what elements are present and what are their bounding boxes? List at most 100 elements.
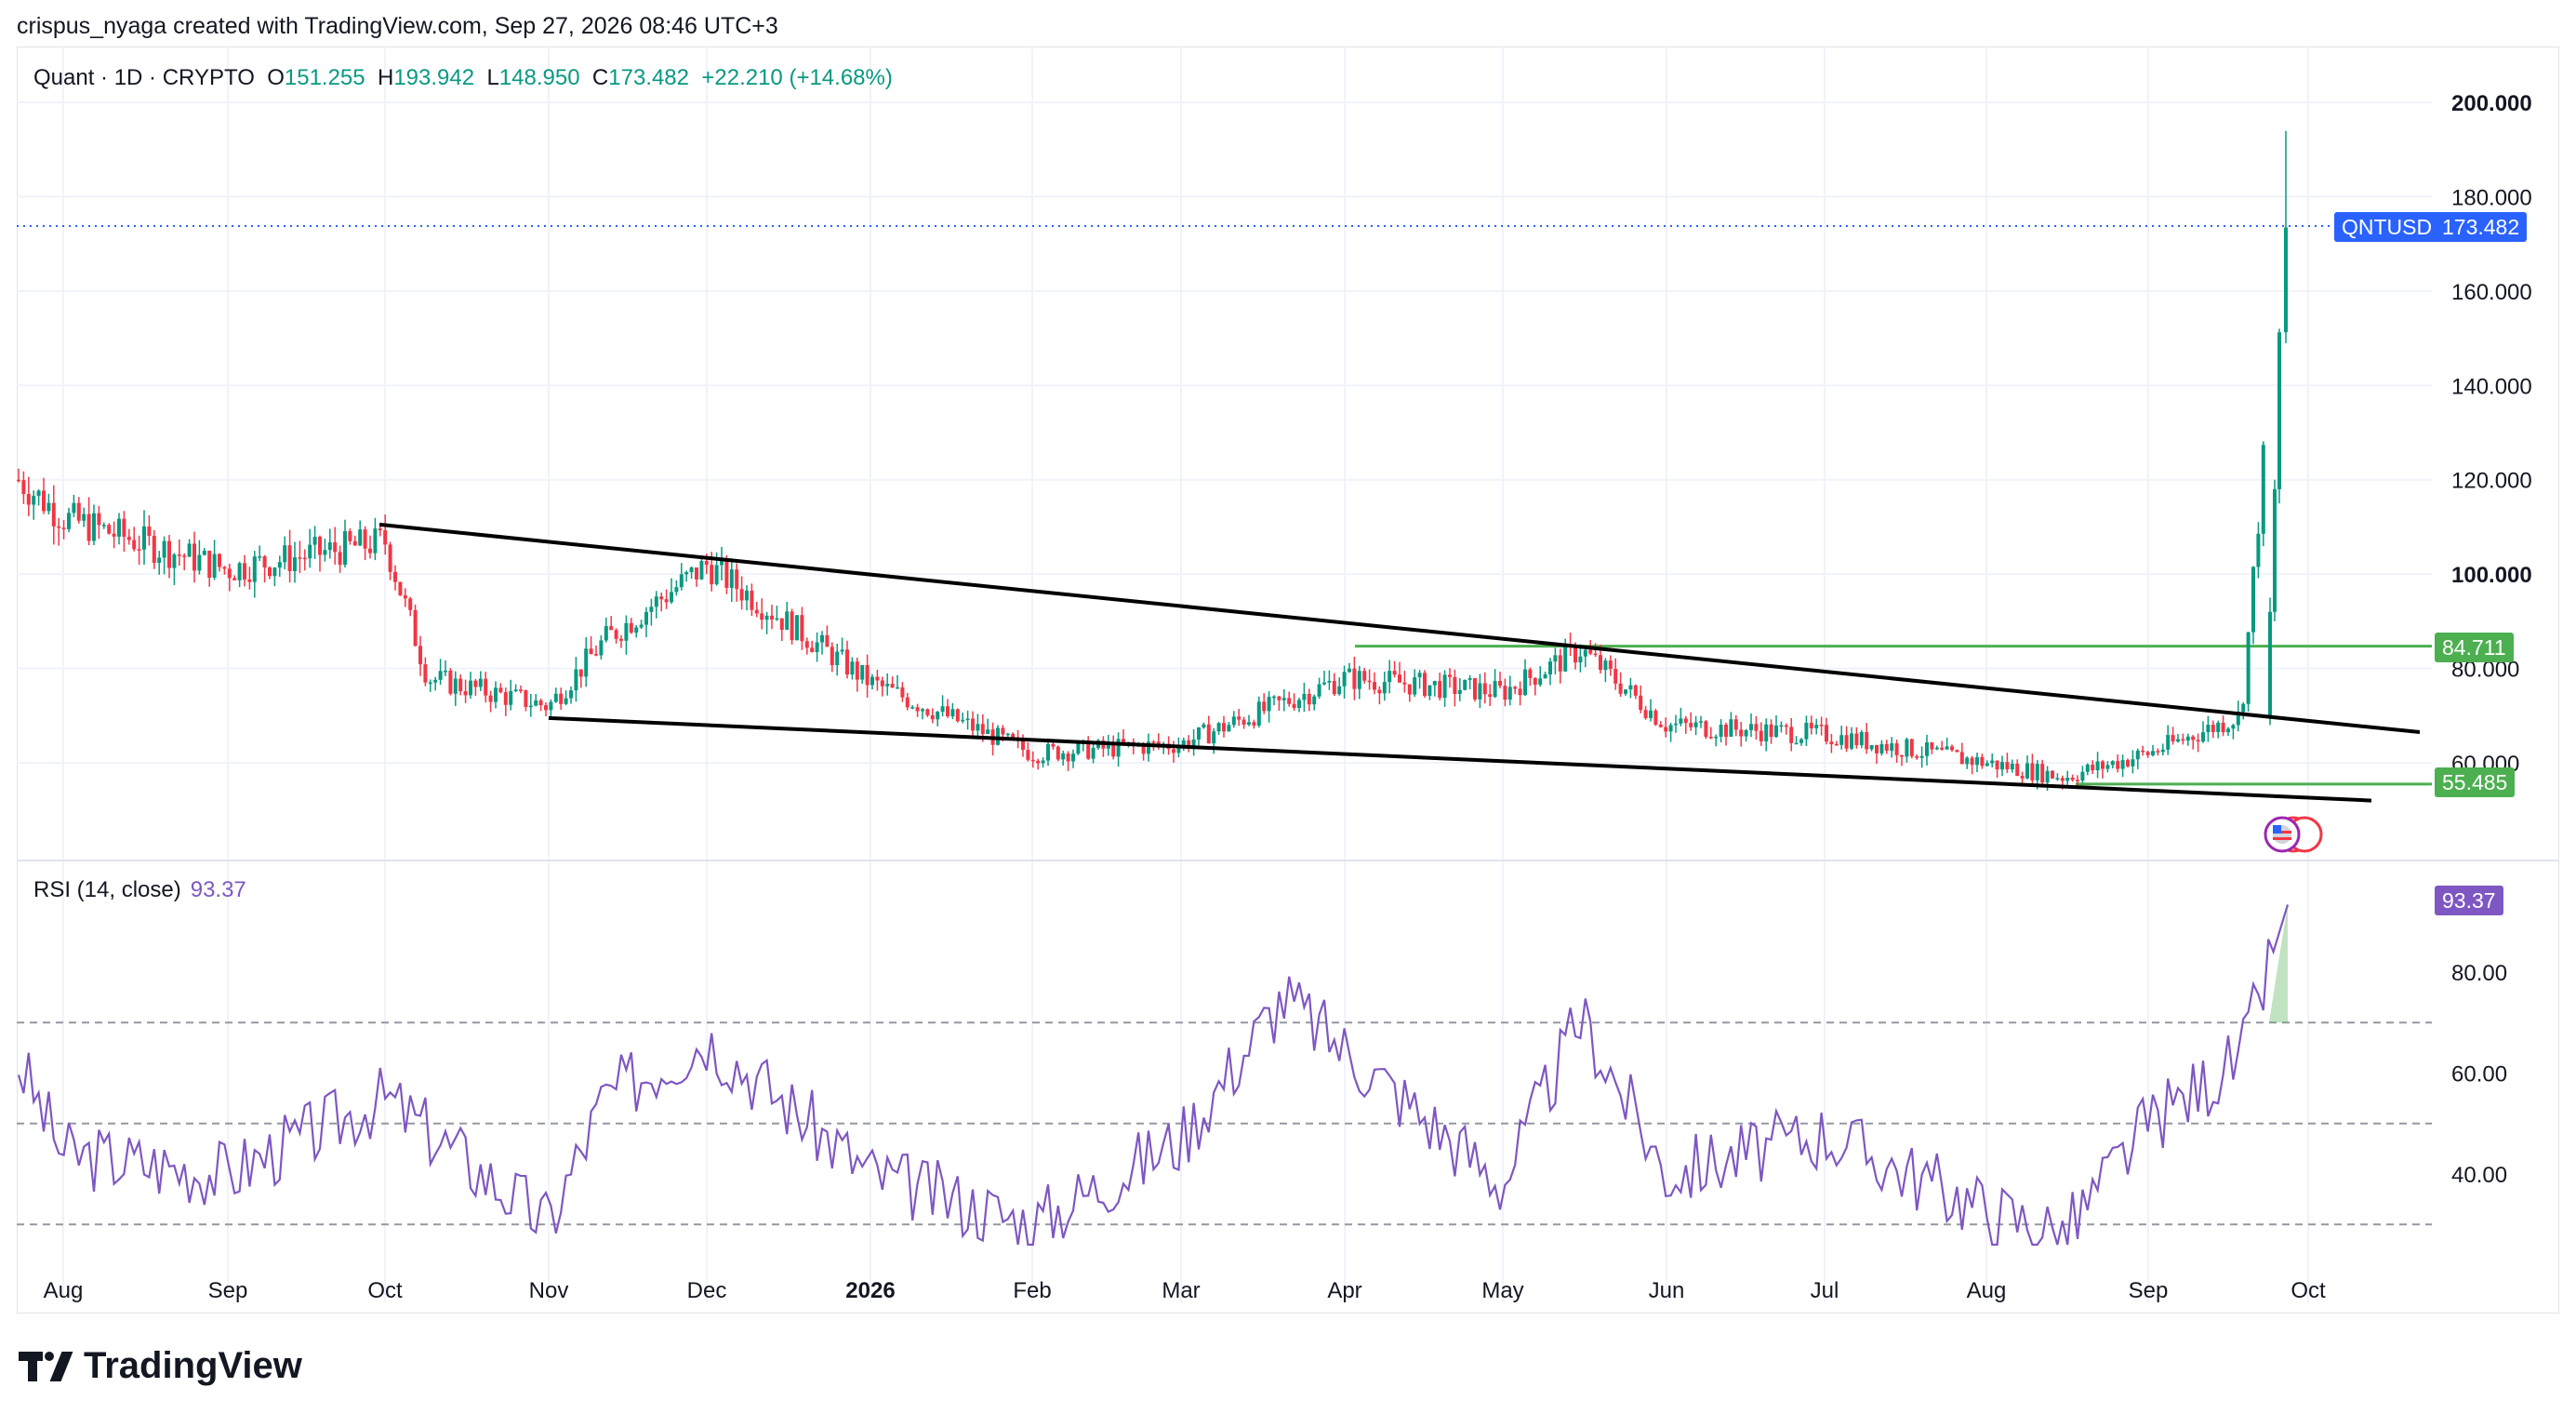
candle-body — [1664, 727, 1668, 732]
level-badge-lower: 55.485 — [2435, 767, 2516, 797]
candle-body — [448, 670, 453, 694]
candle-body — [695, 567, 698, 580]
candle-body — [1724, 725, 1728, 738]
candle-body — [1272, 696, 1276, 699]
candle-body — [398, 581, 403, 595]
tradingview-logo[interactable]: TradingView — [19, 1345, 302, 1387]
candle-body — [1854, 733, 1859, 746]
candle-body — [383, 530, 388, 545]
candle-body — [1438, 681, 1442, 699]
candle-body — [2126, 760, 2130, 767]
event-marker-icon[interactable] — [2264, 816, 2323, 853]
candle-body — [202, 551, 206, 555]
candle-body — [2176, 739, 2180, 742]
candle-body — [830, 647, 834, 665]
candle-body — [2246, 632, 2251, 704]
candle-body — [1789, 727, 1794, 743]
candle-body — [980, 724, 985, 735]
candle-body — [107, 525, 112, 534]
candle-body — [1026, 750, 1030, 760]
candle-body — [167, 540, 171, 568]
chart-frame — [17, 47, 2559, 1314]
candle-body — [117, 518, 121, 537]
candle-body — [1975, 756, 1979, 766]
candle-body — [2095, 761, 2100, 770]
candle-body — [1116, 739, 1121, 757]
candle-body — [1342, 672, 1347, 687]
candle-body — [1457, 689, 1462, 694]
last-price-badge: 173.482 — [2435, 212, 2528, 242]
candle-body — [946, 706, 949, 717]
candle-body — [1287, 698, 1292, 704]
tradingview-logo-icon — [19, 1351, 73, 1381]
candle-body — [478, 678, 483, 687]
candle-body — [298, 557, 302, 559]
candle-body — [804, 641, 809, 648]
candle-body — [534, 700, 538, 706]
candle-body — [915, 707, 920, 712]
candle-body — [2221, 722, 2225, 733]
candle-body — [503, 692, 508, 705]
candle-body — [1814, 725, 1819, 728]
candle-body — [182, 555, 187, 557]
candle-body — [850, 661, 855, 675]
candle-body — [1593, 653, 1598, 656]
candle-body — [312, 537, 317, 545]
candle-body — [1417, 673, 1422, 678]
candle-body — [272, 567, 277, 577]
candle-body — [162, 540, 166, 558]
candle-body — [1322, 682, 1326, 685]
candle-body — [237, 563, 242, 580]
candle-body — [1086, 740, 1091, 759]
candle-body — [2091, 764, 2095, 770]
candle-body — [1488, 694, 1493, 698]
candle-body — [1262, 701, 1267, 712]
rsi-label[interactable]: RSI (14, close) — [33, 877, 181, 902]
candle-body — [222, 567, 227, 569]
candle-body — [101, 525, 106, 527]
time-tick-label: Jun — [1649, 1278, 1685, 1303]
candle-body — [790, 611, 794, 641]
candle-body — [51, 502, 56, 527]
candle-body — [2141, 750, 2145, 753]
candle-body — [2231, 725, 2236, 729]
candle-body — [458, 678, 463, 692]
candle-body — [1377, 689, 1382, 694]
candle-body — [1573, 646, 1577, 663]
level-badge-upper: 84.711 — [2435, 633, 2514, 662]
candle-body — [1281, 698, 1286, 700]
price-tick-label: 120.000 — [2451, 469, 2532, 494]
candle-body — [61, 527, 66, 529]
candle-body — [132, 540, 137, 550]
candle-body — [1141, 745, 1146, 754]
candle-body — [1583, 649, 1587, 657]
candle-body — [2145, 752, 2150, 755]
symbol-name[interactable]: Quant · 1D · CRYPTO — [33, 65, 255, 90]
candle-body — [1187, 740, 1191, 748]
candle-body — [1463, 679, 1467, 690]
candle-body — [779, 618, 784, 630]
time-tick-label: Oct — [367, 1278, 403, 1303]
rsi-overbought-fill — [2269, 904, 2288, 1023]
candle-body — [2261, 445, 2265, 534]
candle-body — [1473, 678, 1477, 700]
candle-body — [1307, 693, 1311, 705]
candle-body — [2040, 764, 2045, 783]
candle-body — [664, 599, 669, 603]
candle-body — [589, 648, 593, 655]
price-tick-label: 100.000 — [2451, 563, 2532, 588]
candle-body — [910, 707, 915, 709]
candle-body — [283, 545, 287, 563]
candle-body — [1005, 733, 1010, 736]
candle-body — [1733, 719, 1738, 730]
candle-body — [2110, 761, 2115, 766]
candle-body — [2051, 770, 2054, 779]
candle-body — [639, 624, 644, 628]
candle-body — [1021, 740, 1025, 751]
time-tick-label: Aug — [1967, 1278, 2007, 1303]
candle-body — [1478, 683, 1482, 700]
chart-canvas[interactable]: 200.000 180.000 160.000 140.000 120.000 100.0… — [0, 0, 2576, 1321]
candle-body — [428, 682, 432, 685]
candle-body — [1719, 725, 1723, 737]
candle-body — [2035, 764, 2039, 780]
